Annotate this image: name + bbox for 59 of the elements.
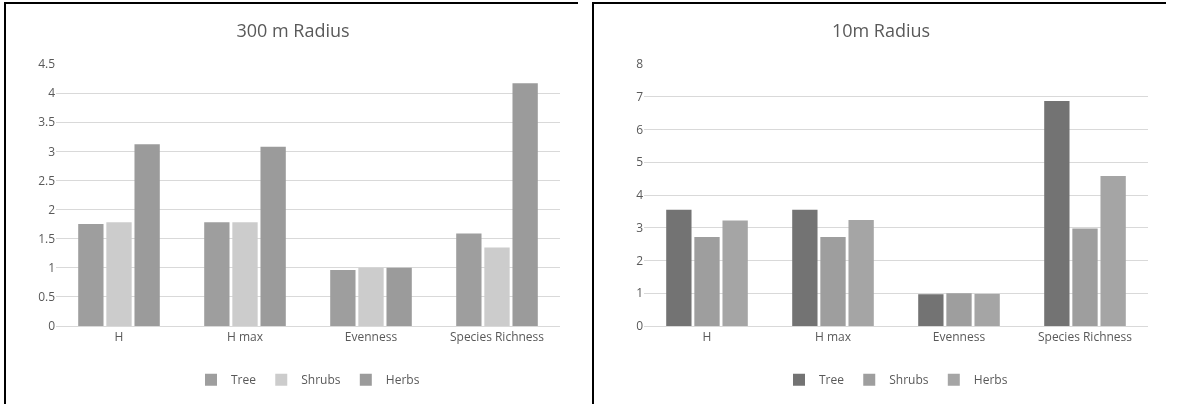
bar [946, 293, 972, 326]
bar [974, 293, 1000, 326]
bar [722, 220, 748, 326]
y-tick-label: 6 [636, 120, 644, 138]
y-tick-label: 2.5 [38, 171, 56, 189]
y-tick-label: 3 [48, 142, 56, 160]
bar [1100, 176, 1126, 326]
y-tick-label: 2 [636, 251, 644, 269]
chart-title: 10m Radius [831, 17, 931, 42]
bar [358, 267, 384, 326]
bar [848, 219, 874, 326]
bar [78, 224, 104, 326]
x-tick-label: Evenness [344, 328, 398, 346]
y-tick-label: 3.5 [38, 113, 56, 131]
y-tick-label: 4.5 [38, 55, 56, 73]
bar [260, 146, 286, 326]
x-tick-label: H [114, 328, 124, 346]
legend-label: Shrubs [301, 371, 341, 389]
legend-label: Shrubs [889, 371, 929, 389]
legend-label: Herbs [385, 371, 420, 389]
bar [232, 222, 258, 326]
x-tick-label: Species Richness [1037, 328, 1133, 346]
bar [106, 222, 132, 326]
y-tick-label: 4 [48, 84, 56, 102]
x-tick-label: Species Richness [449, 328, 545, 346]
y-tick-label: 3 [636, 218, 644, 236]
x-tick-label: Evenness [932, 328, 986, 346]
bar [918, 294, 944, 326]
y-tick-label: 0.5 [38, 288, 56, 306]
bar [512, 83, 538, 326]
x-tick-label: H [702, 328, 712, 346]
bar [204, 222, 230, 326]
y-tick-label: 7 [636, 87, 644, 105]
bar [134, 144, 160, 326]
x-tick-label: H max [814, 328, 852, 346]
y-tick-label: 2 [48, 200, 56, 218]
bar [1044, 101, 1070, 326]
y-tick-label: 5 [636, 153, 644, 171]
y-tick-label: 1 [48, 258, 55, 276]
y-tick-label: 0 [48, 317, 56, 335]
y-tick-label: 1 [636, 284, 643, 302]
legend-label: Tree [231, 371, 257, 389]
bar [1072, 228, 1098, 326]
y-tick-label: 1.5 [38, 229, 56, 247]
bar [666, 209, 692, 326]
bar [330, 270, 356, 326]
bar [820, 236, 846, 326]
y-tick-label: 0 [636, 317, 644, 335]
bar [386, 267, 412, 326]
x-tick-label: H max [226, 328, 264, 346]
bar [456, 233, 482, 326]
bar [792, 209, 818, 326]
y-tick-label: 8 [636, 55, 644, 73]
legend-label: Herbs [973, 371, 1008, 389]
legend-label: Tree [819, 371, 845, 389]
bar [484, 247, 510, 326]
y-tick-label: 4 [636, 186, 644, 204]
bar [694, 236, 720, 326]
chart-title: 300 m Radius [236, 17, 350, 42]
